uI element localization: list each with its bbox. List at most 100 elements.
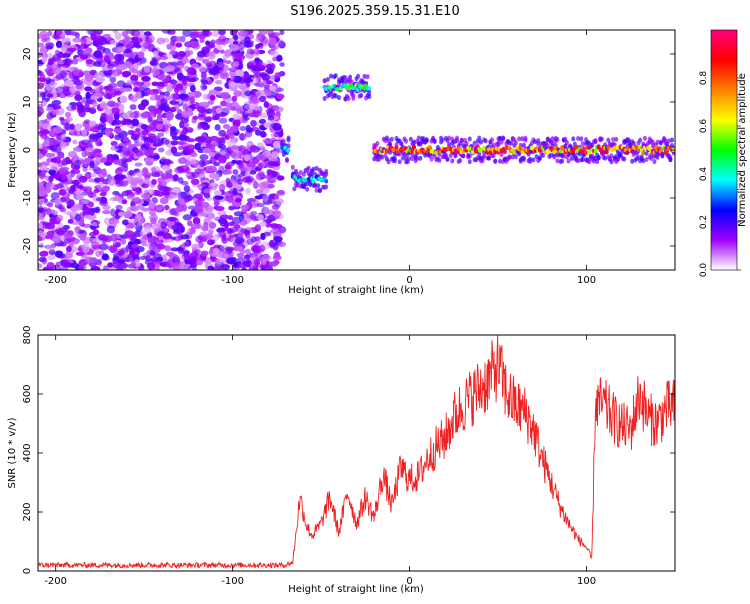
spectrogram-cell — [614, 136, 619, 142]
spectrogram-cell — [392, 155, 397, 161]
spectrogram-cell — [112, 190, 120, 196]
spectrogram-cell — [54, 183, 65, 189]
colorbar-label: Normalized spectral amplitude — [737, 73, 748, 227]
spectrogram-cell — [215, 107, 222, 113]
spectrogram-cell — [140, 112, 151, 119]
spectrogram-cell — [244, 104, 253, 110]
spectrogram-cell — [153, 135, 161, 143]
spectrogram-cell — [105, 115, 115, 122]
spectrogram-cell — [98, 243, 109, 251]
spectrogram-cell — [47, 30, 53, 37]
spectrogram-cell — [226, 105, 236, 111]
x-tick-label: 100 — [577, 576, 596, 587]
spectrogram-cell — [151, 179, 157, 185]
spectrogram-cell — [74, 226, 81, 231]
spectrogram-cell — [267, 115, 275, 121]
spectrogram-cell — [482, 153, 487, 159]
spectrogram-cell — [491, 153, 496, 159]
spectrogram-cell — [255, 188, 264, 194]
spectrogram-cell — [389, 136, 394, 142]
colorbar-tick-label: 0.6 — [699, 119, 709, 134]
spectrogram-cell — [46, 112, 54, 120]
spectrogram-cell — [38, 230, 44, 236]
spectrogram-cell — [134, 176, 144, 184]
spectrogram-cell — [71, 58, 79, 65]
spectrogram-cell — [652, 159, 657, 165]
spectrogram-cell — [126, 80, 132, 86]
spectrogram-cell — [104, 128, 111, 136]
spectrogram-cell — [70, 168, 81, 175]
spectrogram-cell — [270, 50, 280, 57]
spectrogram-cell — [416, 135, 421, 141]
spectrogram-cell — [566, 158, 571, 164]
spectrogram-cell — [38, 263, 43, 269]
spectrogram-cell — [639, 154, 644, 160]
spectrogram-cell — [579, 136, 584, 142]
spectrogram-cell — [190, 152, 198, 158]
spectrogram-cell — [120, 238, 127, 245]
spectrogram-cell — [109, 245, 118, 254]
spectrogram-cell — [115, 111, 121, 119]
spectrogram-cell — [144, 136, 153, 143]
spectrogram-cell — [222, 54, 229, 60]
spectrogram-cell — [50, 147, 57, 152]
spectrogram-cell — [268, 37, 277, 45]
spectrogram-cell — [174, 206, 185, 213]
spectrogram-cell — [114, 145, 124, 150]
spectrogram-cell — [84, 150, 90, 156]
spectrogram-cell — [38, 222, 44, 229]
spectrogram-cell — [47, 52, 53, 59]
snr-y-label: SNR (10 * v/v) — [7, 417, 18, 488]
spectrogram-cell — [408, 136, 413, 142]
spectrogram-cell — [163, 91, 171, 97]
spectrogram-cell — [177, 63, 185, 70]
spectrogram-cell — [186, 138, 196, 143]
x-tick-label: 100 — [577, 275, 596, 286]
y-tick-label: 200 — [22, 502, 33, 521]
spectrogram-cell — [229, 75, 236, 82]
spectrogram-cell — [217, 217, 227, 225]
spectrogram-cell — [88, 191, 94, 198]
spectrogram-cell — [445, 156, 450, 162]
spectrogram-cell — [164, 138, 170, 145]
spectrogram-cell — [478, 139, 483, 145]
spectrogram-cell — [102, 47, 111, 55]
spectrogram-cell — [84, 256, 94, 264]
spectrogram-cell — [593, 139, 598, 145]
y-tick-label: 0 — [22, 147, 33, 153]
spectrogram-cell — [78, 175, 88, 183]
spectrogram-cell — [215, 38, 224, 46]
spectrogram-cell — [308, 180, 313, 186]
spectrogram-cell — [38, 185, 46, 192]
spectrogram-cell — [214, 79, 223, 85]
spectrogram-cell — [78, 265, 87, 270]
x-tick-label: -200 — [44, 275, 67, 286]
spectrogram-cell — [550, 143, 555, 149]
spectrogram-cell — [249, 170, 257, 175]
spectrogram-cell — [73, 203, 83, 211]
spectrogram-cell — [246, 161, 256, 168]
spectrogram-cell — [459, 138, 464, 144]
spectrogram-cell — [182, 214, 193, 221]
spectrogram-cell — [126, 150, 133, 157]
spectrogram-cell — [107, 178, 117, 186]
spectrogram-cell — [498, 136, 503, 142]
spectrogram-cell — [206, 239, 215, 246]
spectrogram-cell — [97, 124, 107, 131]
spectrogram-cell — [151, 69, 161, 77]
spectrogram-cell — [418, 155, 423, 161]
spectrogram-cell — [241, 267, 247, 270]
spectrogram-cell — [429, 156, 434, 162]
spectrogram-cell — [139, 255, 148, 261]
spectrogram-cell — [253, 82, 263, 87]
spectrogram-cell — [41, 123, 52, 130]
spectrogram-cell — [191, 171, 200, 178]
spectrogram-cell — [365, 74, 370, 80]
spectrogram-cell — [210, 182, 216, 187]
spectrogram-cell — [46, 93, 54, 98]
spectrogram-cell — [218, 117, 228, 124]
spectrogram-cell — [118, 64, 127, 71]
spectrogram-cell — [38, 142, 43, 148]
